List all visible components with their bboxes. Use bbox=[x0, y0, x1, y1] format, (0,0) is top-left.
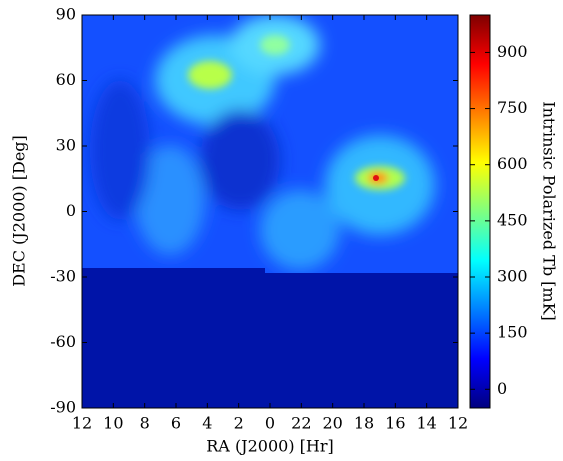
x-tick-label: 4 bbox=[202, 414, 212, 433]
colorbar bbox=[469, 14, 491, 409]
x-tick-label: 6 bbox=[171, 414, 181, 433]
colorbar-label: Intrinsic Polarized Tb [mK] bbox=[540, 101, 559, 321]
y-tick-label: 0 bbox=[66, 201, 76, 220]
x-axis-label: RA (J2000) [Hr] bbox=[206, 437, 333, 456]
x-tick-label: 16 bbox=[385, 414, 405, 433]
sky-map bbox=[82, 15, 458, 408]
x-tick-label: 12 bbox=[72, 414, 92, 433]
x-tick-label: 12 bbox=[448, 414, 468, 433]
colorbar-tick-label: 900 bbox=[497, 42, 528, 61]
y-tick-label: 60 bbox=[56, 70, 76, 89]
y-tick-label: 90 bbox=[56, 5, 76, 24]
x-tick-label: 22 bbox=[291, 414, 311, 433]
colorbar-tick-label: 450 bbox=[497, 210, 528, 229]
x-tick-label: 2 bbox=[234, 414, 244, 433]
x-tick-label: 18 bbox=[354, 414, 374, 433]
x-tick-label: 20 bbox=[322, 414, 342, 433]
x-tick-label: 8 bbox=[140, 414, 150, 433]
colorbar-tick-label: 750 bbox=[497, 98, 528, 117]
x-tick-label: 10 bbox=[103, 414, 123, 433]
x-tick-label: 0 bbox=[265, 414, 275, 433]
x-tick-label: 14 bbox=[416, 414, 436, 433]
y-tick-label: -60 bbox=[50, 332, 76, 351]
y-axis-label: DEC (J2000) [Deg] bbox=[10, 135, 29, 287]
y-tick-label: -90 bbox=[50, 398, 76, 417]
colorbar-tick-label: 150 bbox=[497, 323, 528, 342]
colorbar-tick-label: 300 bbox=[497, 267, 528, 286]
colorbar-tick-label: 0 bbox=[497, 379, 507, 398]
y-tick-label: -30 bbox=[50, 267, 76, 286]
y-tick-label: 30 bbox=[56, 136, 76, 155]
colorbar-tick-label: 600 bbox=[497, 154, 528, 173]
